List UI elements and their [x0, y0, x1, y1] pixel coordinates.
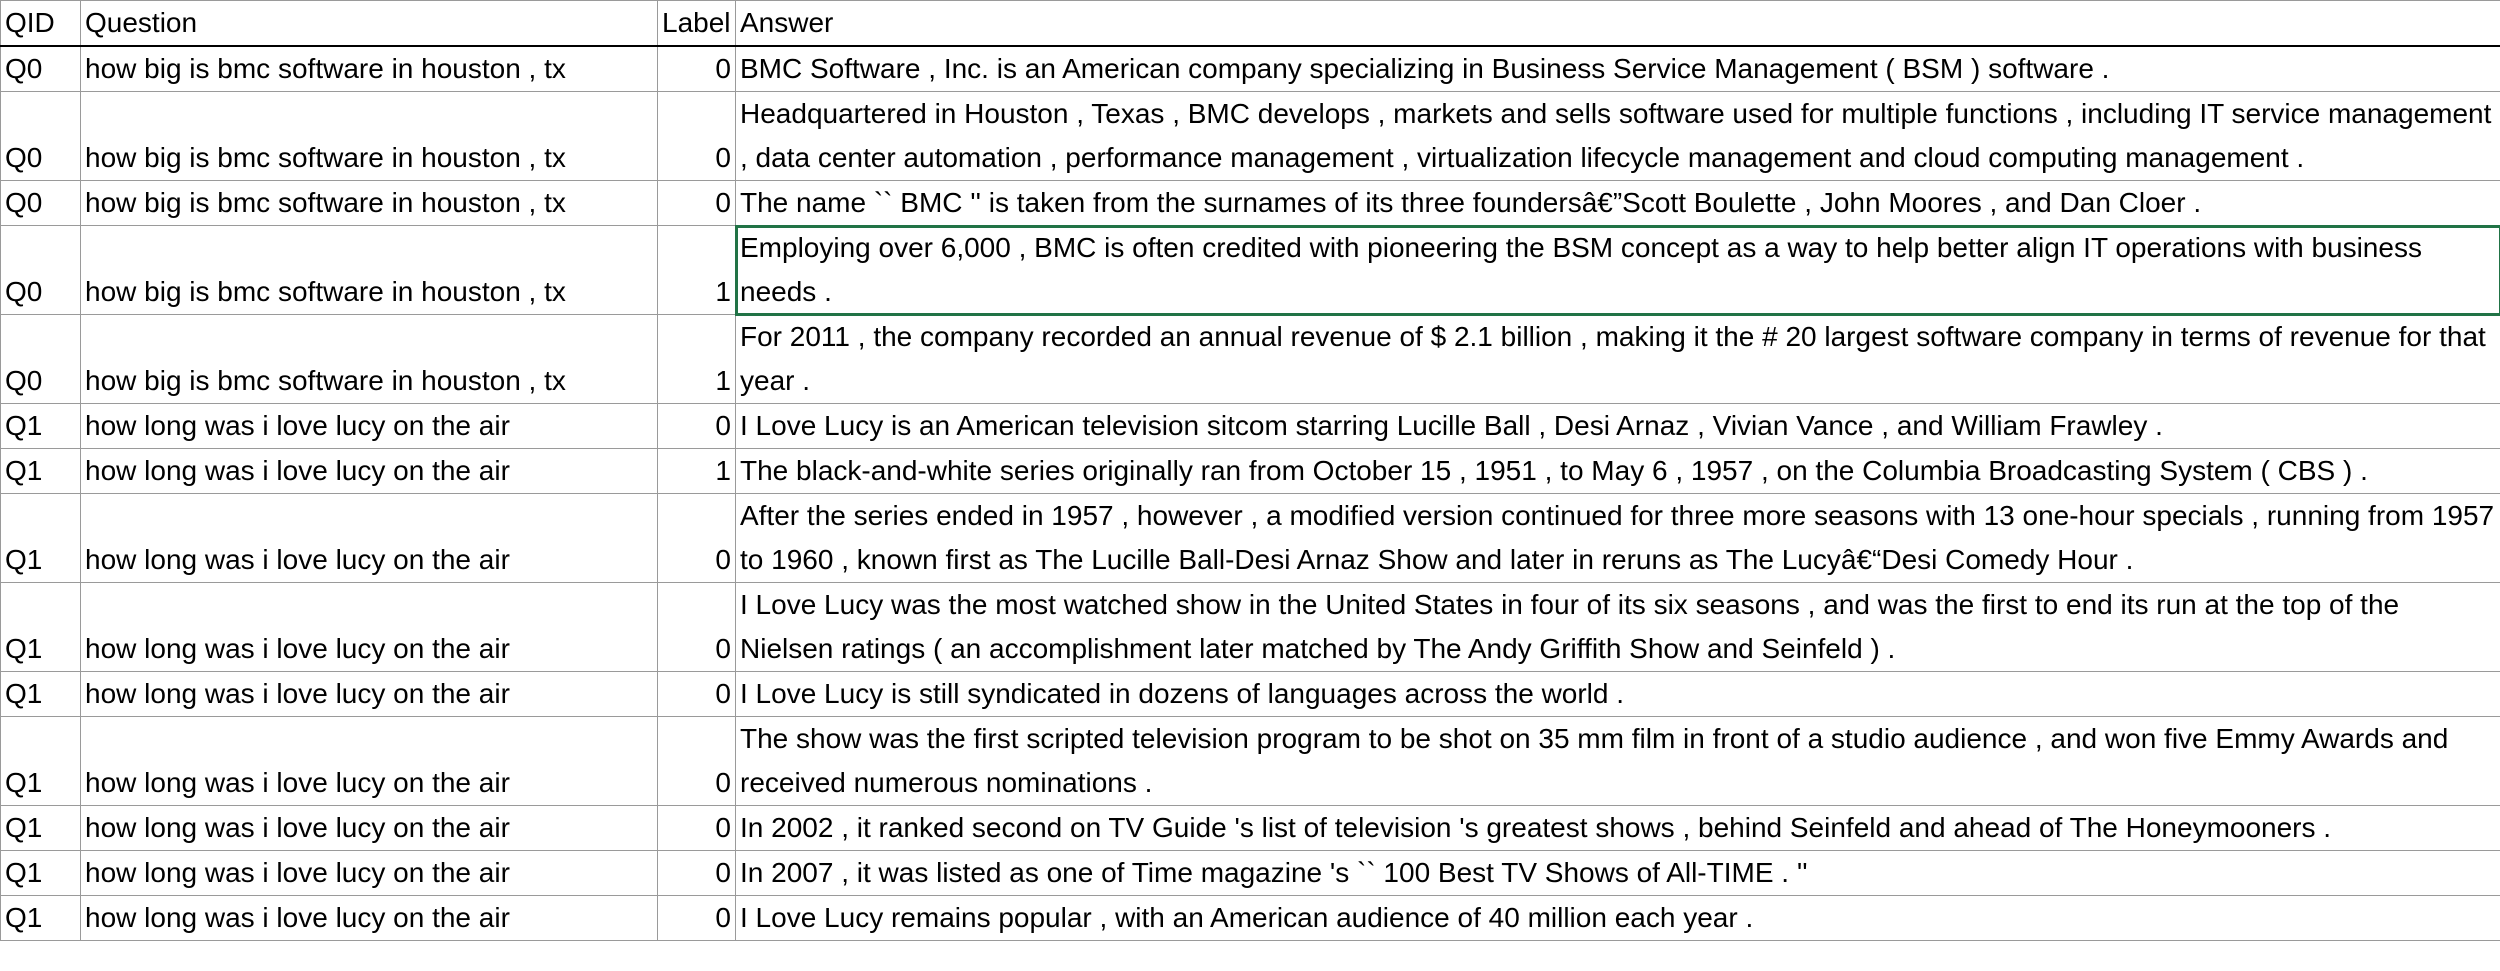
cell-qid[interactable]: Q1 [0, 805, 81, 851]
table-row: Q1 how long was i love lucy on the air 1 Th… [0, 448, 2500, 494]
cell-label[interactable]: 1 [657, 225, 736, 315]
cell-label[interactable]: 0 [657, 45, 736, 92]
table-row: Q1 how long was i love lucy on the air 0 I … [0, 895, 2500, 941]
table-row: Q1 how long was i love lucy on the air 0 In… [0, 805, 2500, 851]
cell-qid[interactable]: Q1 [0, 671, 81, 717]
cell-question[interactable]: how big is bmc software in houston , tx [80, 314, 658, 404]
cell-answer[interactable]: In 2002 , it ranked second on TV Guide '… [735, 805, 2500, 851]
table-row: Q1 how long was i love lucy on the air 0 I … [0, 671, 2500, 717]
column-header-question[interactable]: Question [80, 0, 658, 47]
table-body: Q0 how big is bmc software in houston , t… [0, 45, 2500, 941]
column-header-answer[interactable]: Answer [735, 0, 2500, 47]
cell-question[interactable]: how big is bmc software in houston , tx [80, 91, 658, 181]
cell-answer[interactable]: BMC Software , Inc. is an American compa… [735, 45, 2500, 92]
spreadsheet-grid: QID Question Label Answer Q0 how big is b… [0, 0, 2500, 941]
cell-question[interactable]: how long was i love lucy on the air [80, 895, 658, 941]
cell-answer[interactable]: The show was the first scripted televisi… [735, 716, 2500, 806]
cell-label[interactable]: 0 [657, 716, 736, 806]
cell-qid[interactable]: Q0 [0, 314, 81, 404]
cell-answer[interactable]: I Love Lucy was the most watched show in… [735, 582, 2500, 672]
table-row: Q0 how big is bmc software in houston , t… [0, 224, 2500, 316]
cell-label[interactable]: 0 [657, 582, 736, 672]
cell-qid[interactable]: Q1 [0, 895, 81, 941]
cell-qid[interactable]: Q1 [0, 448, 81, 494]
cell-question[interactable]: how long was i love lucy on the air [80, 805, 658, 851]
cell-label[interactable]: 0 [657, 671, 736, 717]
table-row: Q1 how long was i love lucy on the air 0 Th… [0, 716, 2500, 806]
table-row: Q1 how long was i love lucy on the air 0 In… [0, 850, 2500, 896]
cell-question[interactable]: how long was i love lucy on the air [80, 716, 658, 806]
cell-question[interactable]: how big is bmc software in houston , tx [80, 225, 658, 315]
column-header-qid[interactable]: QID [0, 0, 81, 47]
cell-label[interactable]: 1 [657, 448, 736, 494]
cell-label[interactable]: 1 [657, 314, 736, 404]
cell-answer[interactable]: Headquartered in Houston , Texas , BMC d… [735, 91, 2500, 181]
cell-qid[interactable]: Q1 [0, 582, 81, 672]
cell-label[interactable]: 0 [657, 91, 736, 181]
cell-qid[interactable]: Q0 [0, 180, 81, 226]
cell-answer[interactable]: For 2011 , the company recorded an annua… [735, 314, 2500, 404]
cell-label[interactable]: 0 [657, 805, 736, 851]
header-row: QID Question Label Answer [0, 0, 2500, 47]
table-row: Q0 how big is bmc software in houston , t… [0, 91, 2500, 181]
cell-qid[interactable]: Q0 [0, 225, 81, 315]
cell-answer[interactable]: I Love Lucy remains popular , with an Am… [735, 895, 2500, 941]
table-row: Q0 how big is bmc software in houston , t… [0, 314, 2500, 404]
cell-qid[interactable]: Q1 [0, 850, 81, 896]
cell-question[interactable]: how long was i love lucy on the air [80, 448, 658, 494]
cell-question[interactable]: how long was i love lucy on the air [80, 493, 658, 583]
cell-qid[interactable]: Q0 [0, 91, 81, 181]
cell-question[interactable]: how long was i love lucy on the air [80, 403, 658, 449]
cell-answer[interactable]: In 2007 , it was listed as one of Time m… [735, 850, 2500, 896]
cell-qid[interactable]: Q1 [0, 716, 81, 806]
cell-answer[interactable]: Employing over 6,000 , BMC is often cred… [734, 224, 2500, 316]
cell-label[interactable]: 0 [657, 895, 736, 941]
cell-question[interactable]: how long was i love lucy on the air [80, 671, 658, 717]
cell-answer[interactable]: I Love Lucy is still syndicated in dozen… [735, 671, 2500, 717]
cell-label[interactable]: 0 [657, 850, 736, 896]
table-row: Q1 how long was i love lucy on the air 0 Af… [0, 493, 2500, 583]
cell-question[interactable]: how big is bmc software in houston , tx [80, 45, 658, 92]
cell-answer[interactable]: I Love Lucy is an American television si… [735, 403, 2500, 449]
cell-qid[interactable]: Q1 [0, 493, 81, 583]
cell-qid[interactable]: Q1 [0, 403, 81, 449]
cell-label[interactable]: 0 [657, 493, 736, 583]
cell-label[interactable]: 0 [657, 180, 736, 226]
cell-label[interactable]: 0 [657, 403, 736, 449]
cell-question[interactable]: how long was i love lucy on the air [80, 850, 658, 896]
cell-answer[interactable]: The black-and-white series originally ra… [735, 448, 2500, 494]
table-row: Q0 how big is bmc software in houston , t… [0, 45, 2500, 92]
table-row: Q0 how big is bmc software in houston , t… [0, 180, 2500, 226]
cell-answer[interactable]: After the series ended in 1957 , however… [735, 493, 2500, 583]
cell-question[interactable]: how big is bmc software in houston , tx [80, 180, 658, 226]
table-row: Q1 how long was i love lucy on the air 0 I … [0, 582, 2500, 672]
table-row: Q1 how long was i love lucy on the air 0 I … [0, 403, 2500, 449]
header-row-group: QID Question Label Answer [0, 0, 2500, 47]
column-header-label[interactable]: Label [657, 0, 736, 47]
cell-qid[interactable]: Q0 [0, 45, 81, 92]
cell-question[interactable]: how long was i love lucy on the air [80, 582, 658, 672]
cell-answer[interactable]: The name `` BMC '' is taken from the sur… [735, 180, 2500, 226]
